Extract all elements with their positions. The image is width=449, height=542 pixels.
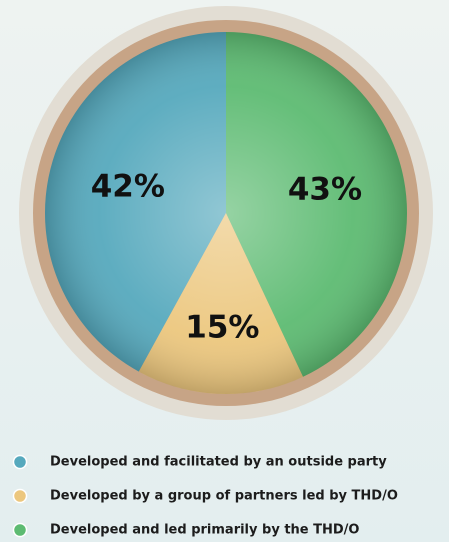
slice-label: 43%: [288, 171, 362, 207]
legend-swatch: [12, 522, 28, 538]
legend-label: Developed by a group of partners led by …: [50, 489, 398, 504]
legend-swatch: [12, 488, 28, 504]
labels: 42% 15% 43%: [91, 168, 362, 345]
legend-label: Developed and facilitated by an outside …: [50, 455, 387, 470]
legend-swatch: [12, 454, 28, 470]
legend-label: Developed and led primarily by the THD/O: [50, 523, 359, 538]
slice-label: 15%: [185, 309, 259, 345]
slice-label: 42%: [91, 168, 165, 204]
legend: Developed and facilitated by an outside …: [12, 454, 398, 538]
